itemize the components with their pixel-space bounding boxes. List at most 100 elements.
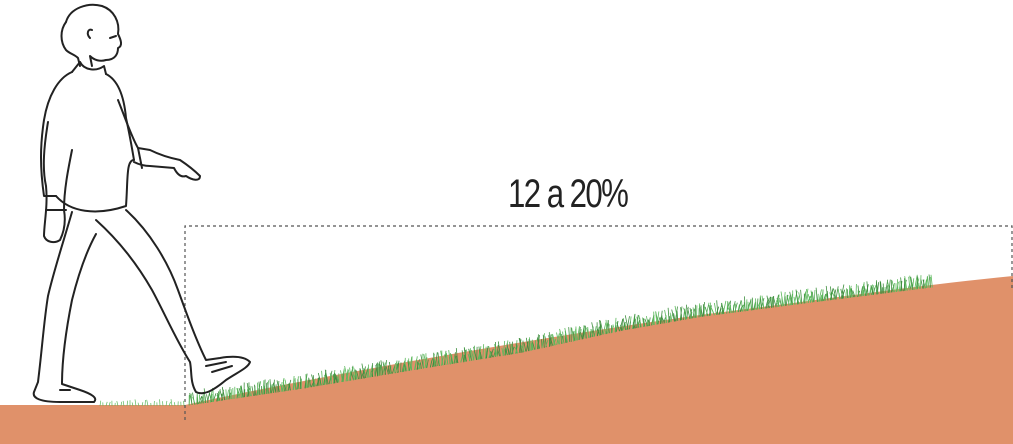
grass-blade xyxy=(629,321,631,330)
grass-blade xyxy=(340,370,343,383)
grass-blade xyxy=(683,307,687,320)
grass-blade xyxy=(849,288,853,298)
grass-blade xyxy=(793,290,798,305)
grass-blade xyxy=(353,367,357,380)
grass-blade xyxy=(426,359,429,368)
grass-blade xyxy=(349,367,352,381)
grass-blade xyxy=(225,389,227,400)
grass-blade xyxy=(192,396,196,405)
grass-blade xyxy=(305,374,307,388)
grass-blade xyxy=(287,383,290,391)
grass-blade xyxy=(564,333,568,343)
grass-blade xyxy=(485,345,489,359)
grass-blade xyxy=(433,356,437,367)
grass-blade xyxy=(616,321,619,332)
grass-blade xyxy=(766,295,770,309)
grass-blade xyxy=(479,351,483,360)
grass-blade xyxy=(728,300,731,314)
grass-blade xyxy=(785,296,787,306)
grass-blade xyxy=(422,353,424,369)
grass-blade xyxy=(897,279,899,292)
grass-blade xyxy=(536,337,540,349)
grass-blade xyxy=(829,287,834,301)
grass-blade xyxy=(395,360,398,373)
grass-blade xyxy=(384,360,387,375)
grass-blade xyxy=(633,313,636,329)
grass-blade xyxy=(518,338,523,353)
grass-blade xyxy=(699,304,701,317)
grass-blade xyxy=(579,329,582,340)
grass-blade xyxy=(815,287,818,302)
grass-blade xyxy=(789,291,793,305)
grass-blade xyxy=(335,373,339,383)
walking-person-icon xyxy=(32,3,251,403)
grass-blade xyxy=(852,290,856,298)
grass-blade xyxy=(345,368,349,382)
grass-blade xyxy=(758,295,761,310)
grass-blade xyxy=(228,392,232,400)
grass-blade xyxy=(819,294,823,302)
grass-blade xyxy=(599,320,602,336)
grass-blade xyxy=(605,319,608,334)
grass-blade xyxy=(380,364,382,376)
grass-blade xyxy=(676,311,679,321)
grass-blade xyxy=(786,294,790,306)
grass-blade xyxy=(532,342,535,350)
grass-blade xyxy=(216,394,220,402)
grass-blade xyxy=(526,341,529,352)
grass-blade xyxy=(506,343,510,355)
grass-blade xyxy=(552,333,556,346)
grass-blade xyxy=(267,382,269,394)
grass-blade xyxy=(385,365,389,375)
grass-blade xyxy=(876,281,879,295)
grass-blade xyxy=(473,345,475,361)
grass-blade xyxy=(865,288,868,296)
grass-blade xyxy=(912,278,915,290)
grass-blade xyxy=(497,341,501,357)
grass-blade xyxy=(805,288,809,304)
grass-blade xyxy=(637,319,640,328)
grass-blade xyxy=(226,389,229,400)
grass-blade xyxy=(783,292,786,307)
grass-blade xyxy=(893,282,895,293)
grass-blade xyxy=(282,377,285,392)
grass-blade xyxy=(469,349,473,361)
grass-blade xyxy=(796,297,800,305)
grass-blade xyxy=(246,389,248,397)
grass-blade xyxy=(467,353,471,362)
grass-blade xyxy=(920,279,924,289)
grass-blade xyxy=(146,399,149,407)
grass-blade xyxy=(720,303,725,314)
grass-blade xyxy=(737,304,740,313)
grass-blade xyxy=(726,301,729,314)
grass-blade xyxy=(332,373,336,384)
grass-blade xyxy=(420,362,422,369)
grass-blade xyxy=(333,369,336,384)
grass-blade xyxy=(887,281,891,293)
grass-blade xyxy=(928,274,931,288)
grass-blade xyxy=(647,319,651,326)
grass-blade xyxy=(196,392,199,405)
grass-blade xyxy=(760,298,763,309)
grass-blade xyxy=(360,370,365,379)
grass-blade xyxy=(494,344,498,357)
grass-blade xyxy=(638,315,642,328)
grass-blade xyxy=(369,365,373,378)
grass-blade xyxy=(324,375,327,385)
grass-blade xyxy=(624,323,627,331)
grass-blade xyxy=(374,363,377,377)
grass-blade xyxy=(880,282,883,294)
grass-blade xyxy=(437,356,441,366)
grass-blade xyxy=(872,285,874,295)
grass-blade xyxy=(690,311,693,319)
grass-blade xyxy=(531,343,533,351)
grass-blade xyxy=(840,288,844,299)
grass-blade xyxy=(265,382,268,394)
grass-blade xyxy=(482,344,485,360)
grass-blade xyxy=(769,296,772,308)
grass-blade xyxy=(710,307,715,316)
grass-blade xyxy=(765,300,769,309)
grass-blade xyxy=(537,334,540,350)
grass-blade xyxy=(863,286,866,296)
